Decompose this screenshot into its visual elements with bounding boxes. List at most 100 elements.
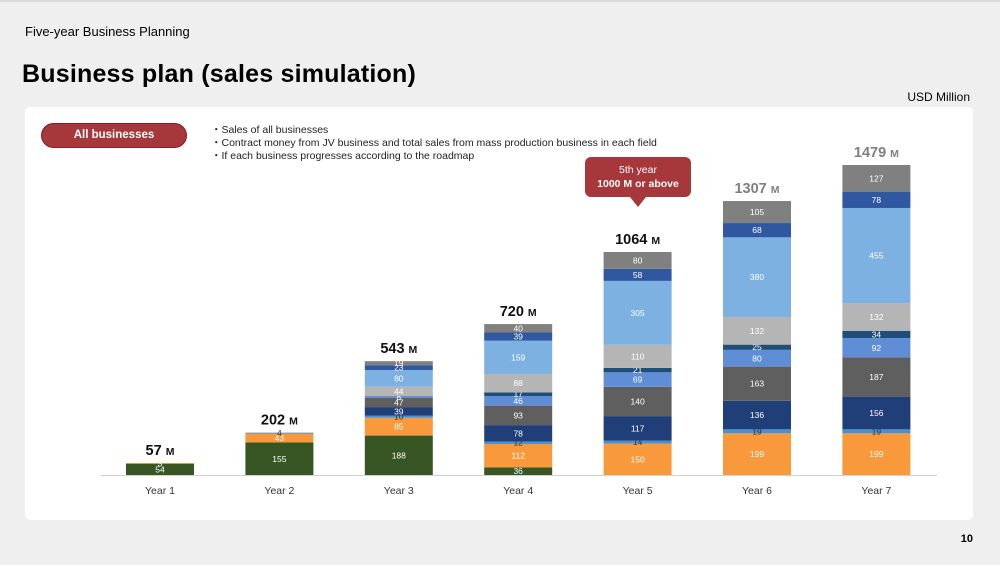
bar-segment [245,433,314,443]
total-label: 1479 M [854,145,899,161]
page-number: 10 [960,533,973,545]
bar-segment [603,372,672,387]
x-tick-label: Year 6 [742,485,772,497]
data-label: 85 [394,422,404,432]
data-label: 80 [633,255,643,265]
data-label: 305 [631,308,645,318]
section-title: Five-year Business Planning [25,24,190,39]
data-label: 21 [633,365,643,375]
data-label: 43 [275,433,285,443]
data-label: 163 [750,379,764,389]
data-label: 132 [869,312,883,322]
callout-pointer [630,197,646,207]
bar-segment [842,303,911,332]
note-item: ・If each business progresses according t… [211,150,475,162]
data-label: 17 [513,389,523,399]
bar-segment [603,344,672,368]
total-label: 202 M [261,413,298,429]
bar-segment [245,432,314,434]
bar-segment [723,344,791,350]
top-rule [0,0,1000,2]
x-tick-label: Year 5 [623,485,653,497]
data-label: 78 [513,428,523,438]
x-tick-label: Year 1 [145,485,175,497]
total-label: 720 M [500,304,537,320]
page-title: Business plan (sales simulation) [22,60,417,88]
data-label: 88 [513,378,523,388]
data-label: 19 [394,358,404,368]
data-label: 39 [513,332,523,342]
year5-callout: 5th year 1000 M or above [585,157,691,197]
bar-segment [484,467,553,475]
data-label: 80 [394,373,404,383]
bar-segment [364,395,433,398]
x-tick-label: Year 3 [384,485,414,497]
bar-segment [364,365,433,370]
bar-segment [484,340,553,374]
data-label: 117 [631,423,645,433]
data-label: 69 [633,375,643,385]
all-businesses-badge: All businesses [41,123,187,148]
bar-segment [723,316,791,345]
bar-segment [723,429,791,434]
notes: ・Sales of all businesses ・Contract money… [211,124,657,163]
bar-segment [723,400,791,430]
data-label: 44 [394,386,404,396]
data-label: 3 [158,458,163,468]
data-label: 25 [752,342,762,352]
data-label: 80 [752,353,762,363]
bar-segment [126,463,194,475]
bar-segment [723,223,791,238]
data-label: 39 [394,407,404,417]
bar-segment [723,237,791,317]
x-tick-label: Year 2 [264,485,294,497]
bar-segment [484,392,553,396]
total-label: 1307 M [734,181,779,197]
data-label: 105 [750,207,764,217]
bar-segment [364,435,433,475]
data-label: 23 [394,363,404,373]
data-label: 14 [633,437,643,447]
bar-segment [723,433,791,475]
data-label: 34 [872,330,882,340]
data-label: 8 [396,392,401,402]
data-label: 112 [511,451,525,461]
data-label: 93 [513,410,523,420]
data-label: 54 [155,464,165,474]
x-tick-label: Year 7 [861,485,891,497]
bar-segment [842,338,911,358]
bar-segment [126,463,194,464]
x-tick-label: Year 4 [503,485,533,497]
bar-segment [364,386,433,396]
bar-segment [603,268,672,281]
bar-segment [364,415,433,418]
bar-segment [364,417,433,436]
bar-segment [723,366,791,401]
note-item: ・Contract money from JV business and tot… [211,137,657,149]
bar-segment [603,416,672,441]
data-label: 58 [633,270,643,280]
bar-segment [603,251,672,269]
total-label: 57 M [146,443,175,459]
bar-segment [484,324,553,333]
data-label: 156 [869,408,883,418]
bar-segment [364,397,433,408]
data-label: 455 [869,251,883,261]
bar-segment [484,425,553,442]
data-label: 155 [272,454,286,464]
data-label: 40 [513,323,523,333]
data-label: 92 [872,343,882,353]
bar-segment [484,373,553,393]
data-label: 10 [394,412,404,422]
bar-segment [842,433,911,475]
bar-segment [603,386,672,417]
data-label: 78 [872,195,882,205]
callout-line2: 1000 M or above [597,178,679,190]
bar-segment [842,429,911,434]
bar-segment [603,443,672,475]
bar-segment [842,207,911,304]
bar-segment [603,280,672,345]
data-label: 46 [513,396,523,406]
bar-segment [484,441,553,444]
